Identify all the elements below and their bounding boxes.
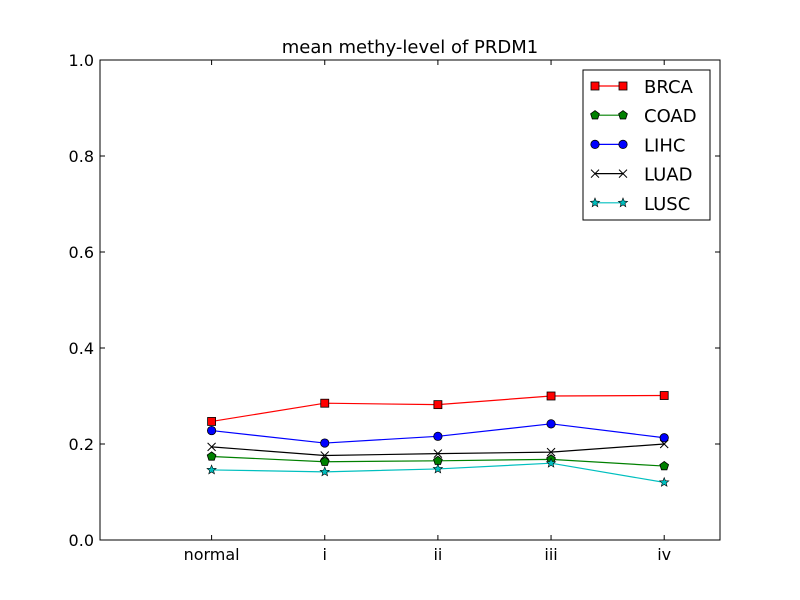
legend-marker xyxy=(590,139,600,149)
x-axis: normal i ii iii iv xyxy=(184,60,671,564)
legend-marker xyxy=(618,139,628,149)
data-point xyxy=(207,417,217,426)
legend-item: LUSC xyxy=(589,194,690,215)
y-tick-label: 0.6 xyxy=(69,243,94,262)
data-point xyxy=(207,442,216,452)
y-tick-label: 0.2 xyxy=(69,435,94,454)
legend-label: LUAD xyxy=(644,165,692,186)
series-lusc xyxy=(206,457,670,487)
data-point xyxy=(320,398,330,408)
data-point xyxy=(659,439,669,449)
chart-title: mean methy-level of PRDM1 xyxy=(282,37,538,58)
series-coad xyxy=(206,451,670,471)
data-point xyxy=(658,476,670,487)
data-point xyxy=(320,438,330,448)
legend-label: LIHC xyxy=(644,135,685,156)
series-luad xyxy=(207,439,669,460)
data-point xyxy=(659,433,669,443)
y-tick-label: 0.8 xyxy=(69,147,94,166)
x-tick-label: iii xyxy=(544,545,557,564)
legend-marker xyxy=(618,110,628,120)
data-point xyxy=(433,449,443,458)
data-point xyxy=(206,451,217,461)
legend-marker xyxy=(618,169,628,178)
legend-item: BRCA xyxy=(590,77,694,98)
y-tick-label: 0.4 xyxy=(69,339,94,358)
data-point xyxy=(207,425,217,436)
data-point xyxy=(433,431,443,441)
x-tick-label: normal xyxy=(184,545,240,564)
legend-marker xyxy=(589,197,601,208)
data-point xyxy=(319,466,331,477)
legend-item: LUAD xyxy=(590,165,692,186)
data-point xyxy=(432,463,444,474)
plot-frame xyxy=(99,59,721,541)
data-point xyxy=(546,391,556,401)
legend: BRCA COAD LIHC LUAD LUSC xyxy=(582,69,711,221)
y-tick-label: 1.0 xyxy=(69,51,94,70)
legend-marker xyxy=(618,81,628,91)
legend-label: BRCA xyxy=(644,77,694,98)
legend-marker xyxy=(617,197,629,208)
x-tick-label: ii xyxy=(433,545,442,564)
data-point xyxy=(659,391,669,400)
x-tick-label: iv xyxy=(657,545,671,564)
data-point xyxy=(320,451,330,460)
data-point xyxy=(545,457,557,468)
legend-label: COAD xyxy=(644,106,697,127)
data-point xyxy=(546,419,556,429)
data-point xyxy=(206,464,217,475)
series-layer xyxy=(206,391,670,487)
legend-item: LIHC xyxy=(590,135,685,156)
series-brca xyxy=(207,391,669,426)
legend-item: COAD xyxy=(590,106,697,127)
legend-label: LUSC xyxy=(644,194,690,215)
legend-marker xyxy=(590,169,600,178)
data-point xyxy=(546,447,556,457)
y-tick-label: 0.0 xyxy=(69,531,94,550)
legend-marker xyxy=(590,81,600,91)
data-point xyxy=(433,400,443,410)
legend-marker xyxy=(590,110,600,120)
data-point xyxy=(659,460,670,471)
x-tick-label: i xyxy=(323,545,327,564)
legend-box xyxy=(582,69,711,221)
series-lihc xyxy=(207,419,669,448)
